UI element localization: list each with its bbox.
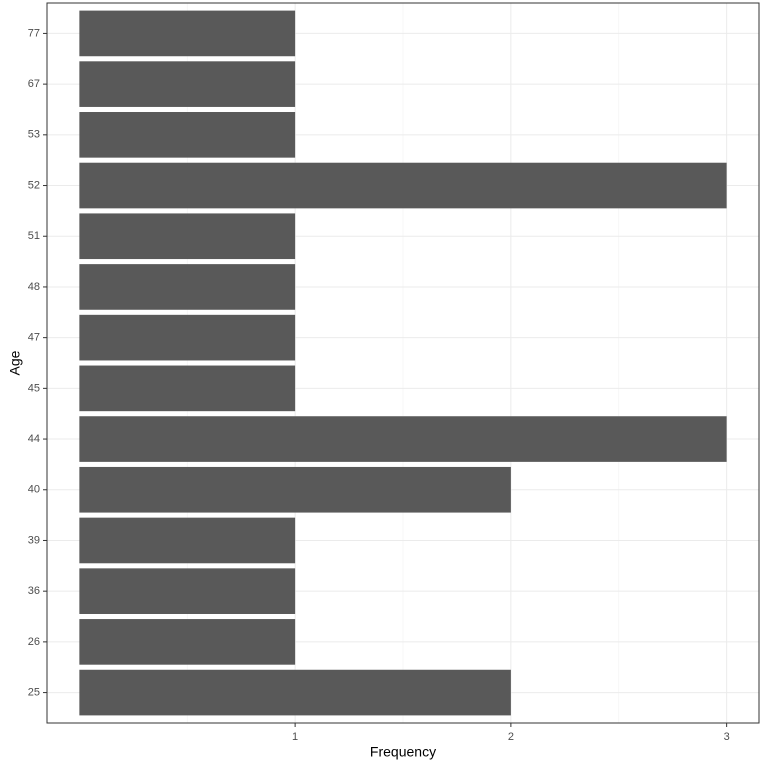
y-tick-label: 26 [28,636,40,648]
bar [79,669,511,716]
y-tick-label: 51 [28,230,40,242]
x-axis-title: Frequency [370,744,436,760]
bar [79,416,727,462]
y-tick-label: 53 [28,129,40,141]
x-tick-label: 2 [508,731,514,743]
y-tick-label: 36 [28,585,40,597]
bar [79,517,296,564]
y-tick-label: 40 [28,484,40,496]
bar [79,365,296,412]
bar [79,619,296,665]
y-tick-label: 44 [28,433,40,445]
y-tick-label: 77 [28,27,40,39]
bar [79,162,727,209]
y-tick-label: 67 [28,78,40,90]
x-tick-label: 1 [292,731,298,743]
x-tick-label: 3 [724,731,730,743]
bar [79,466,511,513]
y-tick-label: 25 [28,686,40,698]
y-axis-title: Age [7,350,23,375]
bar [79,112,296,158]
bar [79,314,296,361]
bar [79,10,296,57]
bar [79,568,296,614]
y-tick-label: 52 [28,179,40,191]
bar [79,264,296,310]
y-tick-label: 39 [28,534,40,546]
bar [79,213,296,260]
y-tick-label: 47 [28,332,40,344]
y-tick-label: 45 [28,382,40,394]
panel-border [46,2,760,724]
y-tick-label: 48 [28,281,40,293]
bar [79,61,296,107]
